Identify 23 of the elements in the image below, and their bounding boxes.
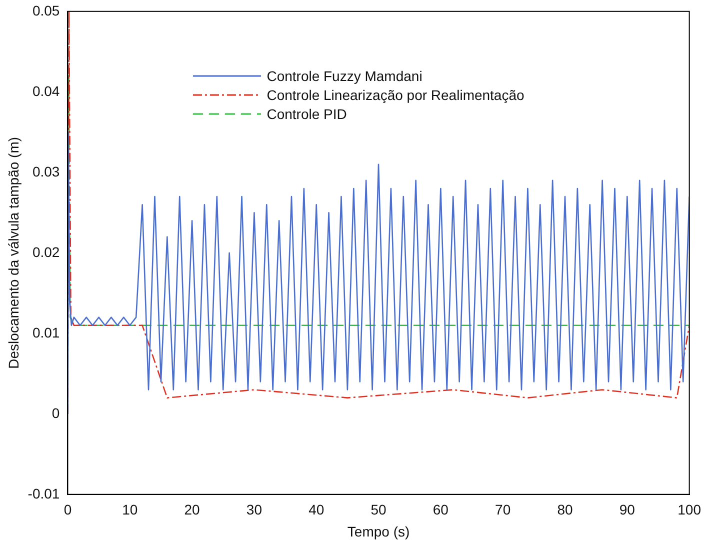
y-tick-label: 0.03 (32, 163, 60, 180)
x-tick-label: 50 (370, 502, 387, 518)
y-tick-label: 0.05 (32, 2, 60, 18)
x-tick-label: 90 (619, 502, 636, 518)
x-tick-label: 10 (122, 502, 138, 518)
x-tick-label: 70 (495, 502, 511, 518)
x-tick-label: 80 (557, 502, 573, 518)
y-tick-label: 0 (52, 404, 60, 421)
legend-label: Controle Fuzzy Mamdani (266, 68, 422, 84)
y-tick-label: -0.01 (28, 485, 60, 502)
x-tick-label: 100 (678, 502, 702, 518)
x-axis-title: Tempo (s) (347, 523, 410, 540)
legend-label: Controle Linearização por Realimentação (266, 86, 524, 103)
y-tick-label: 0.02 (32, 244, 60, 260)
legend-label: Controle PID (266, 106, 347, 122)
x-tick-label: 40 (308, 502, 324, 518)
y-tick-label: 0.01 (32, 324, 60, 340)
y-tick-label: 0.04 (32, 82, 60, 99)
x-tick-label: 30 (246, 502, 262, 518)
x-tick-label: 20 (184, 502, 200, 518)
x-tick-label: 0 (64, 502, 72, 518)
x-tick-label: 60 (432, 502, 449, 518)
y-axis-title: Deslocamento da válvula tampão (m) (5, 136, 22, 369)
